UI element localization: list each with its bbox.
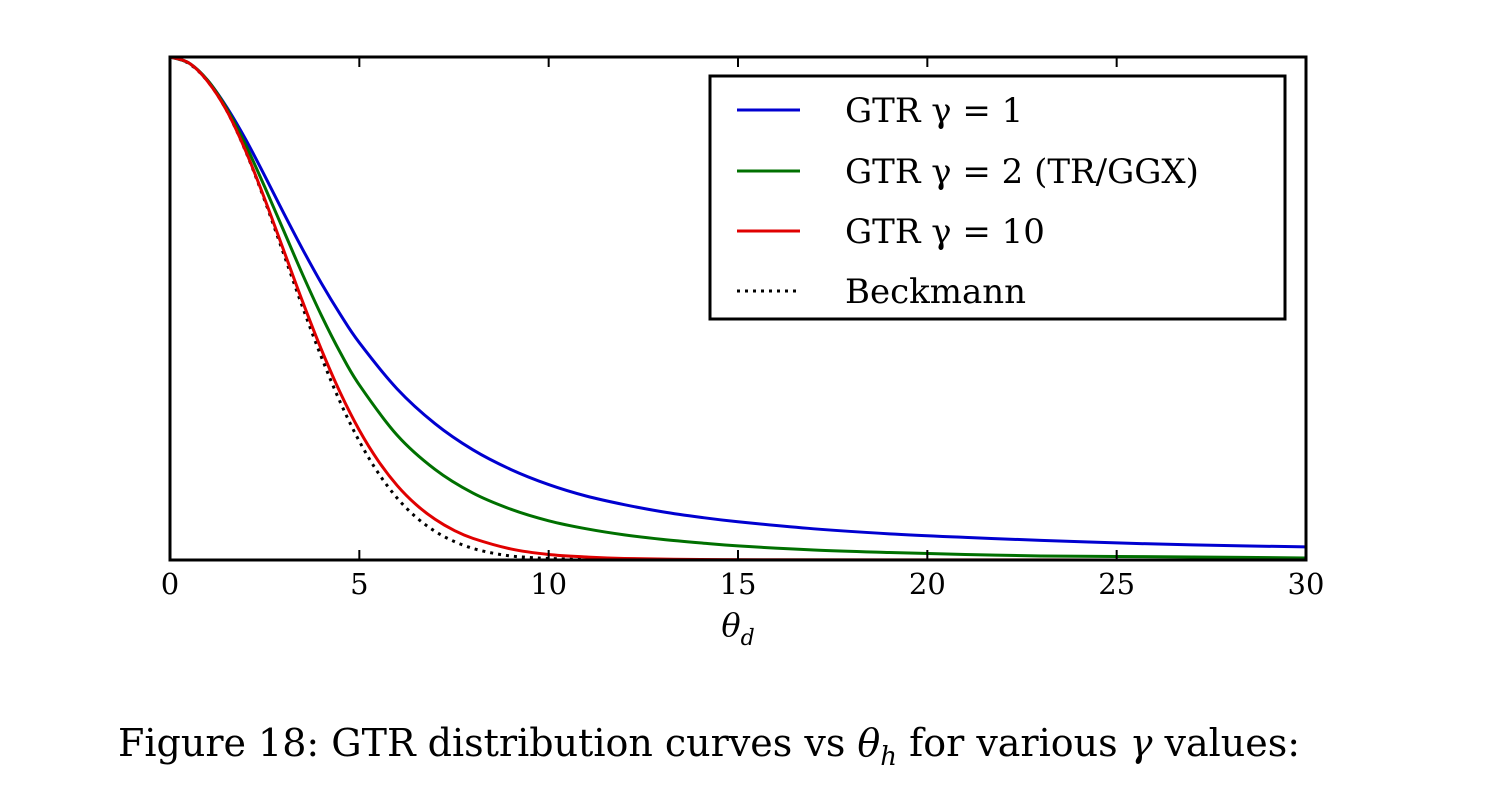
x-tick-label: 10 (530, 567, 567, 601)
legend: GTR γ = 1 GTR γ = 2 (TR/GGX) GTR γ = 10 Bec… (708, 74, 1287, 321)
x-ticks (169, 57, 1307, 560)
x-tick-label: 20 (909, 567, 946, 601)
x-tick-labels: 0 5 10 15 20 25 30 (161, 567, 1325, 601)
legend-entries: GTR γ = 1 GTR γ = 2 (TR/GGX) GTR γ = 10 Bec… (737, 91, 1199, 312)
x-tick-label: 15 (720, 567, 757, 601)
legend-label: GTR γ = 2 (TR/GGX) (845, 152, 1199, 192)
x-tick-label: 0 (161, 567, 179, 601)
x-tick-label: 30 (1288, 567, 1325, 601)
legend-label: GTR γ = 1 (845, 91, 1023, 131)
legend-label: GTR γ = 10 (845, 212, 1045, 252)
series-line-0 (169, 55, 1307, 549)
x-tick-label: 25 (1098, 567, 1135, 601)
x-axis-label: θd (721, 606, 754, 651)
series-line-1 (169, 55, 1307, 560)
x-tick-label: 5 (350, 567, 368, 601)
legend-box (708, 74, 1287, 321)
legend-label: Beckmann (845, 272, 1026, 312)
figure-caption: Figure 18: GTR distribution curves vs θh… (118, 721, 1300, 772)
